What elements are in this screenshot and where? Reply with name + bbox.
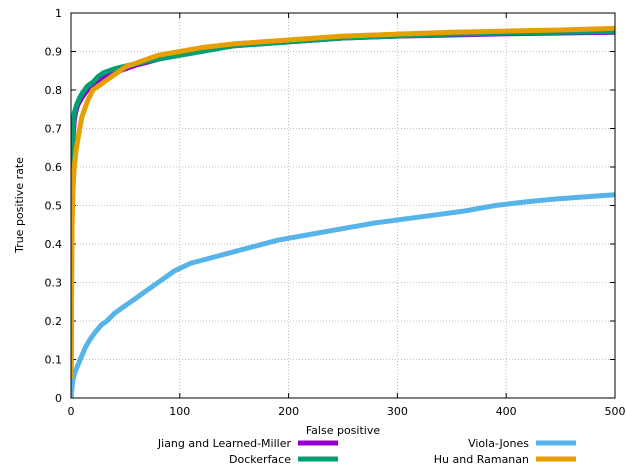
y-tick-label: 0.5 (45, 200, 63, 213)
y-tick-label: 0.6 (45, 161, 63, 174)
y-axis-title: True positive rate (13, 157, 26, 254)
legend: Jiang and Learned-Miller Dockerface Viola-… (157, 437, 576, 465)
legend-label: Jiang and Learned-Miller (157, 437, 292, 450)
plot-frame (70, 12, 616, 399)
series-lines (71, 25, 616, 398)
x-tick-label: 400 (496, 405, 517, 418)
legend-label: Viola-Jones (468, 437, 529, 450)
y-tick-label: 1 (55, 7, 62, 20)
legend-label: Hu and Ramanan (434, 453, 529, 465)
grid-lines (71, 13, 615, 398)
axis-ticks: 0 0.1 0.2 0.3 0.4 0.5 0.6 0.7 0.8 0.9 1 0 100 200 300 4… (45, 7, 626, 418)
y-tick-label: 0.3 (45, 277, 63, 290)
series-line-1 (71, 29, 616, 398)
x-tick-label: 300 (387, 405, 408, 418)
y-tick-label: 0.9 (45, 46, 63, 59)
y-tick-label: 0.2 (45, 315, 63, 328)
x-tick-label: 200 (278, 405, 299, 418)
y-tick-label: 0.4 (45, 238, 63, 251)
series-line-3 (71, 192, 616, 398)
x-tick-label: 0 (68, 405, 75, 418)
y-tick-label: 0.8 (45, 84, 63, 97)
y-tick-label: 0 (55, 392, 62, 405)
y-tick-label: 0.7 (45, 123, 63, 136)
x-axis-title: False positive (306, 424, 380, 437)
legend-label: Dockerface (229, 453, 291, 465)
x-tick-label: 500 (605, 405, 626, 418)
x-tick-label: 100 (169, 405, 190, 418)
series-line-2 (71, 28, 616, 398)
y-tick-label: 0.1 (45, 354, 63, 367)
series-line-4 (71, 25, 616, 379)
